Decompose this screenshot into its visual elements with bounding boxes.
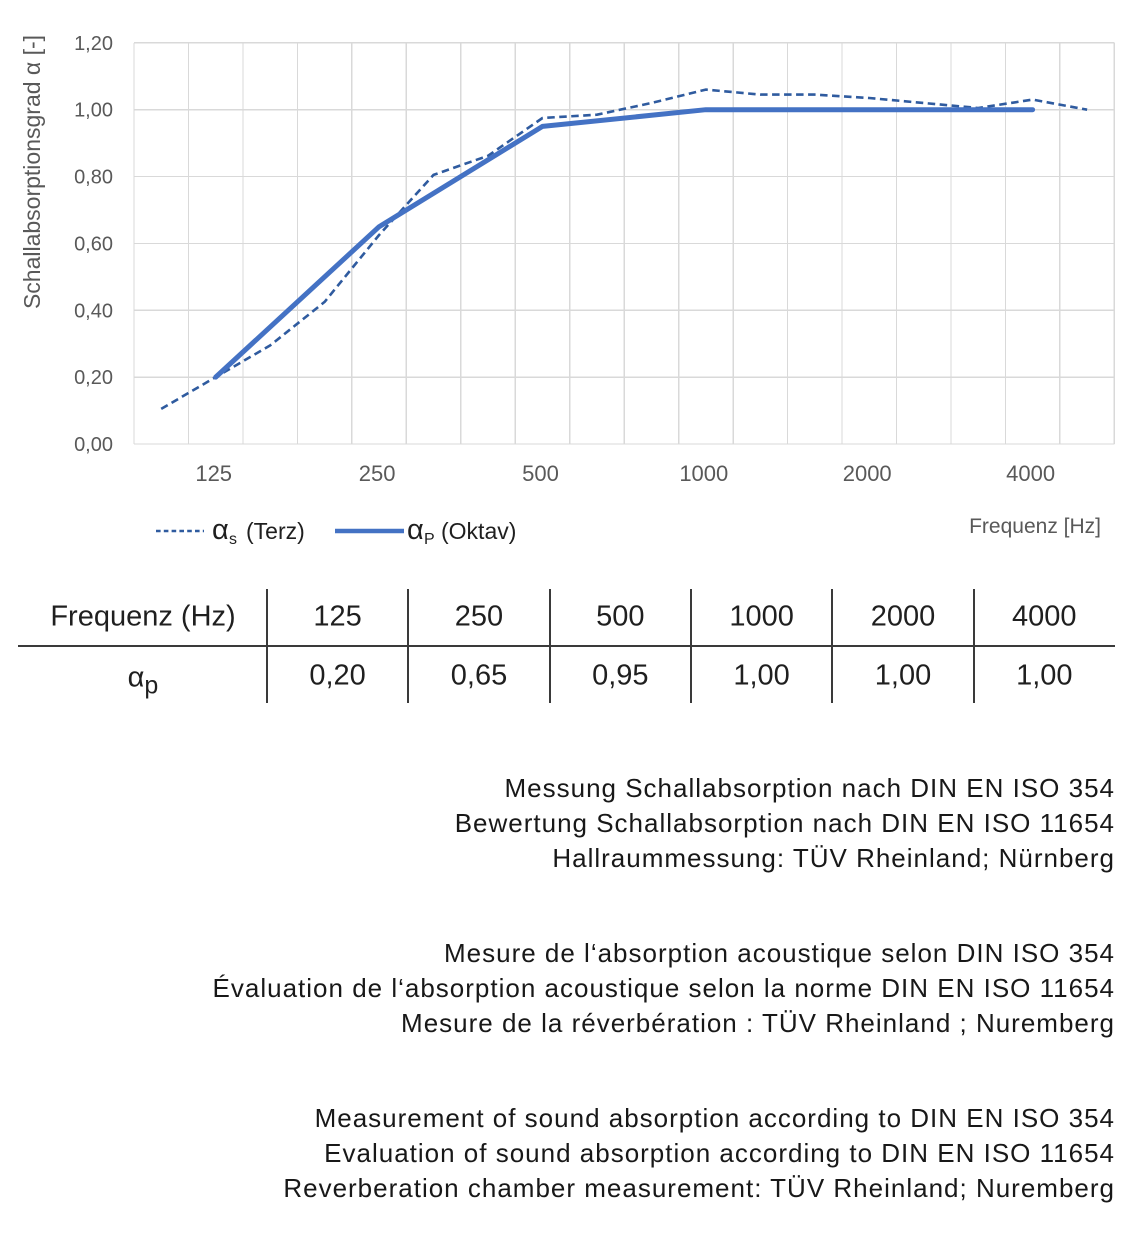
- svg-text:125: 125: [195, 461, 232, 486]
- svg-text:(Terz): (Terz): [246, 518, 305, 544]
- svg-text:500: 500: [522, 461, 559, 486]
- svg-text:0,00: 0,00: [74, 434, 113, 456]
- svg-text:0,80: 0,80: [74, 167, 113, 189]
- svg-text:0,20: 0,20: [74, 367, 113, 389]
- svg-text:Schallabsorptionsgrad α [-]: Schallabsorptionsgrad α [-]: [19, 35, 45, 309]
- svg-text:0,60: 0,60: [74, 233, 113, 255]
- svg-text:1,20: 1,20: [74, 33, 113, 55]
- svg-text:α: α: [212, 514, 229, 546]
- svg-text:s: s: [229, 531, 237, 548]
- svg-text:1,00: 1,00: [74, 100, 113, 122]
- svg-text:0,40: 0,40: [74, 300, 113, 322]
- svg-text:1000: 1000: [679, 461, 728, 486]
- svg-text:2000: 2000: [843, 461, 892, 486]
- svg-text:4000: 4000: [1006, 461, 1055, 486]
- svg-text:α: α: [407, 514, 424, 546]
- svg-text:P: P: [424, 531, 435, 548]
- svg-text:Frequenz [Hz]: Frequenz [Hz]: [969, 515, 1101, 538]
- svg-text:(Oktav): (Oktav): [441, 518, 516, 544]
- svg-text:250: 250: [359, 461, 396, 486]
